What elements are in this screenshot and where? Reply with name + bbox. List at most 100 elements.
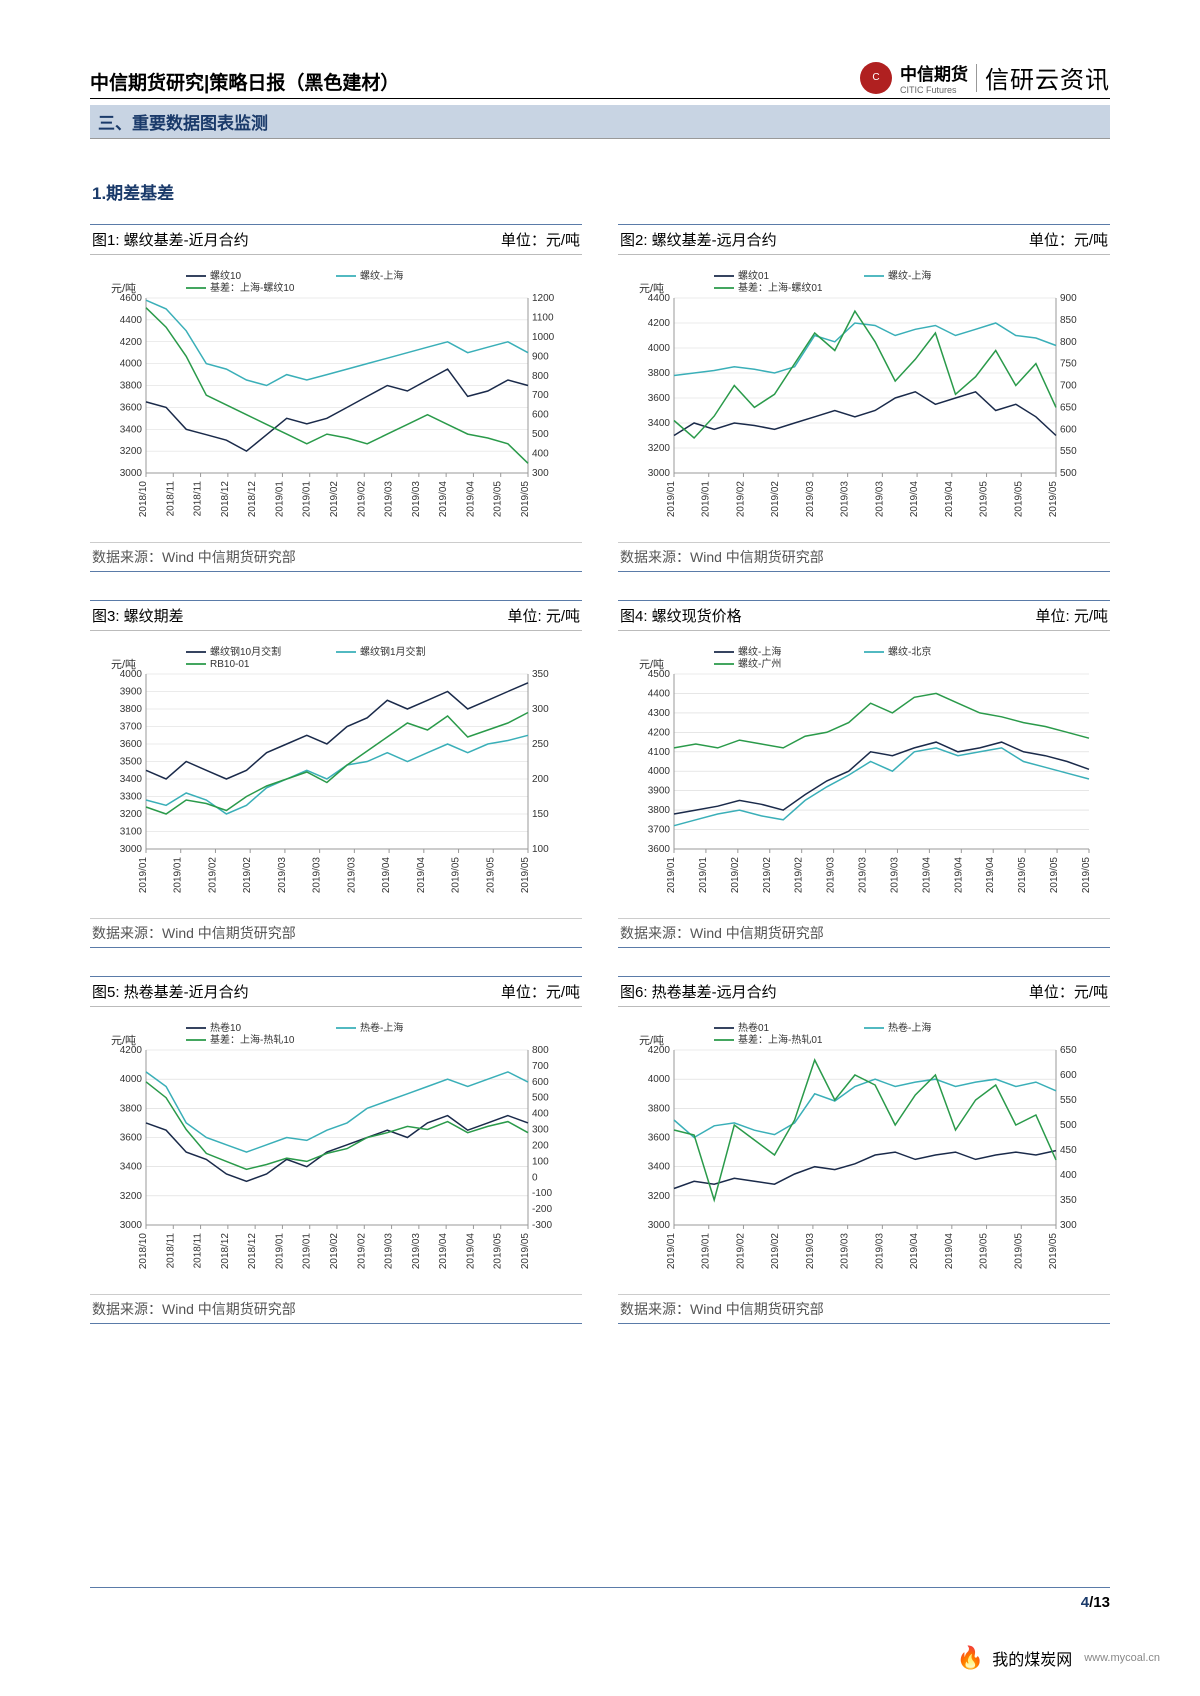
svg-text:2019/05: 2019/05 — [1013, 1233, 1024, 1270]
svg-text:2019/01: 2019/01 — [302, 481, 313, 518]
chart-unit: 单位：元/吨 — [1029, 981, 1108, 1002]
svg-text:2019/01: 2019/01 — [138, 857, 149, 894]
svg-text:4000: 4000 — [120, 359, 143, 370]
svg-text:2019/03: 2019/03 — [840, 481, 851, 518]
svg-text:3400: 3400 — [120, 424, 143, 435]
svg-text:螺纹-上海: 螺纹-上海 — [888, 269, 931, 282]
svg-text:2018/11: 2018/11 — [193, 1233, 204, 1269]
svg-text:2018/12: 2018/12 — [220, 1233, 231, 1270]
chart-unit: 单位：元/吨 — [501, 981, 580, 1002]
svg-text:900: 900 — [1060, 293, 1077, 304]
svg-text:3800: 3800 — [648, 805, 671, 816]
svg-text:螺纹-北京: 螺纹-北京 — [888, 645, 931, 658]
svg-text:2018/11: 2018/11 — [193, 481, 204, 517]
svg-text:1100: 1100 — [532, 312, 554, 323]
svg-text:3300: 3300 — [120, 792, 143, 803]
svg-text:2019/01: 2019/01 — [666, 481, 677, 518]
svg-text:3000: 3000 — [648, 1220, 671, 1231]
svg-text:1000: 1000 — [532, 332, 555, 343]
svg-text:100: 100 — [532, 844, 549, 855]
svg-text:2019/04: 2019/04 — [381, 857, 392, 894]
svg-text:2019/02: 2019/02 — [207, 857, 218, 894]
svg-text:3900: 3900 — [120, 687, 143, 698]
svg-text:2019/03: 2019/03 — [889, 857, 900, 894]
svg-text:3800: 3800 — [120, 381, 143, 392]
svg-text:2019/05: 2019/05 — [979, 1233, 990, 1270]
svg-text:4300: 4300 — [648, 708, 671, 719]
svg-text:3400: 3400 — [648, 418, 671, 429]
svg-text:2018/12: 2018/12 — [220, 481, 231, 518]
svg-text:600: 600 — [532, 1077, 549, 1088]
svg-text:4000: 4000 — [648, 1074, 671, 1085]
svg-text:2019/05: 2019/05 — [520, 1233, 531, 1270]
svg-text:650: 650 — [1060, 402, 1077, 413]
svg-text:2019/03: 2019/03 — [874, 1233, 885, 1270]
svg-text:2019/05: 2019/05 — [1049, 857, 1060, 894]
svg-text:2019/05: 2019/05 — [451, 857, 462, 894]
svg-text:2019/02: 2019/02 — [762, 857, 773, 894]
svg-text:200: 200 — [532, 1140, 549, 1151]
svg-text:4600: 4600 — [120, 293, 143, 304]
svg-text:2019/04: 2019/04 — [944, 1233, 955, 1270]
svg-text:3800: 3800 — [120, 704, 143, 715]
chart-unit: 单位：元/吨 — [1029, 229, 1108, 250]
svg-text:0: 0 — [532, 1172, 538, 1183]
flame-icon: 🔥 — [957, 1645, 984, 1671]
chart-unit: 单位: 元/吨 — [507, 605, 580, 626]
svg-text:2018/10: 2018/10 — [138, 481, 149, 518]
svg-text:700: 700 — [532, 390, 549, 401]
svg-text:400: 400 — [1060, 1170, 1077, 1181]
svg-text:4000: 4000 — [120, 669, 143, 680]
svg-text:3500: 3500 — [120, 757, 143, 768]
chart-cell: 图4: 螺纹现货价格 单位: 元/吨 元/吨螺纹-上海螺纹-北京螺纹-广州360… — [618, 600, 1110, 948]
svg-text:350: 350 — [1060, 1195, 1077, 1206]
svg-text:800: 800 — [1060, 337, 1077, 348]
chart-title: 图3: 螺纹期差 — [92, 605, 184, 626]
chart-cell: 图6: 热卷基差-远月合约 单位：元/吨 元/吨热卷01热卷-上海基差：上海-热… — [618, 976, 1110, 1324]
svg-text:3600: 3600 — [648, 393, 671, 404]
svg-text:2019/05: 2019/05 — [493, 481, 504, 518]
svg-text:2019/02: 2019/02 — [329, 1233, 340, 1270]
svg-text:4200: 4200 — [120, 1045, 143, 1056]
page-footer: 4/13 — [90, 1587, 1110, 1611]
svg-text:2019/03: 2019/03 — [411, 481, 422, 518]
svg-text:2019/05: 2019/05 — [979, 481, 990, 518]
svg-text:2019/05: 2019/05 — [1017, 857, 1028, 894]
svg-text:2019/02: 2019/02 — [356, 481, 367, 518]
brand-name: 信研云资讯 — [985, 60, 1110, 95]
brand-block: C 中信期货 CITIC Futures 信研云资讯 — [860, 60, 1110, 95]
logo-subtext: CITIC Futures — [900, 85, 968, 95]
watermark-text: 我的煤炭网 — [992, 1646, 1072, 1670]
svg-text:300: 300 — [532, 704, 549, 715]
svg-text:2019/04: 2019/04 — [438, 481, 449, 518]
svg-text:2019/03: 2019/03 — [805, 481, 816, 518]
svg-text:600: 600 — [532, 410, 549, 421]
svg-text:100: 100 — [532, 1156, 549, 1167]
svg-text:基差：上海-螺纹01: 基差：上海-螺纹01 — [738, 281, 823, 294]
svg-text:2019/04: 2019/04 — [416, 857, 427, 894]
svg-text:基差：上海-热轧01: 基差：上海-热轧01 — [738, 1033, 823, 1046]
chart-unit: 单位：元/吨 — [501, 229, 580, 250]
svg-text:2019/01: 2019/01 — [302, 1233, 313, 1270]
svg-text:2019/05: 2019/05 — [1048, 481, 1059, 518]
svg-text:4100: 4100 — [648, 747, 671, 758]
svg-text:500: 500 — [532, 1093, 549, 1104]
svg-text:2019/03: 2019/03 — [411, 1233, 422, 1270]
svg-text:2019/03: 2019/03 — [384, 1233, 395, 1270]
svg-text:2019/05: 2019/05 — [1013, 481, 1024, 518]
chart-title: 图6: 热卷基差-远月合约 — [620, 981, 777, 1002]
svg-text:2019/01: 2019/01 — [698, 857, 709, 894]
svg-text:2018/11: 2018/11 — [165, 1233, 176, 1269]
svg-text:2019/02: 2019/02 — [735, 1233, 746, 1270]
section-bar: 三、重要数据图表监测 — [90, 105, 1110, 139]
svg-text:螺纹-上海: 螺纹-上海 — [360, 269, 403, 282]
svg-text:3800: 3800 — [120, 1103, 143, 1114]
chart-svg-3: 元/吨螺纹-上海螺纹-北京螺纹-广州3600370038003900400041… — [618, 639, 1110, 909]
svg-text:500: 500 — [532, 429, 549, 440]
svg-text:700: 700 — [532, 1061, 549, 1072]
svg-text:3700: 3700 — [120, 722, 143, 733]
svg-text:350: 350 — [532, 669, 549, 680]
svg-text:2019/01: 2019/01 — [274, 481, 285, 518]
svg-text:3600: 3600 — [648, 844, 671, 855]
svg-text:200: 200 — [532, 774, 549, 785]
